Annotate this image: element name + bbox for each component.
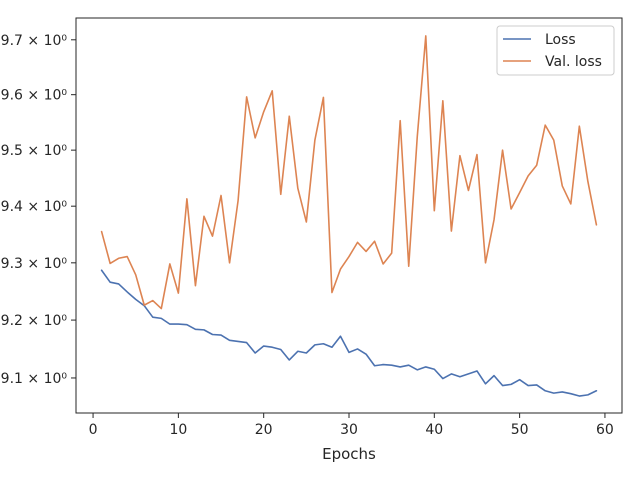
plot-area — [75, 17, 623, 414]
y-tick-label: 9.1 × 10⁰ — [1, 371, 68, 387]
x-tick-label: 30 — [340, 422, 358, 438]
y-tick-label: 9.3 × 10⁰ — [1, 256, 68, 272]
y-axis: 9.1 × 10⁰ 9.2 × 10⁰ 9.3 × 10⁰ 9.4 × 10⁰ 9.5 … — [1, 33, 76, 387]
x-tick-label: 20 — [255, 422, 273, 438]
series-layer — [100, 35, 598, 397]
series-line-loss — [100, 269, 598, 397]
legend-label-val-loss: Val. loss — [545, 54, 602, 70]
y-tick-label: 9.2 × 10⁰ — [1, 313, 68, 329]
y-tick-label: 9.5 × 10⁰ — [1, 143, 68, 159]
legend: Loss Val. loss — [496, 25, 615, 76]
y-tick-label: 9.7 × 10⁰ — [1, 33, 68, 49]
x-axis: 0 10 20 30 40 50 60 — [89, 413, 614, 438]
x-tick-label: 60 — [596, 422, 614, 438]
x-tick-label: 0 — [89, 422, 98, 438]
y-tick-label: 9.6 × 10⁰ — [1, 88, 68, 104]
y-tick-label: 9.4 × 10⁰ — [1, 199, 68, 215]
x-tick-label: 40 — [425, 422, 443, 438]
legend-label-loss: Loss — [545, 32, 576, 48]
series-line-val-loss — [100, 35, 598, 310]
x-axis-label: Epochs — [322, 445, 376, 463]
x-tick-label: 50 — [511, 422, 529, 438]
x-tick-label: 10 — [169, 422, 187, 438]
